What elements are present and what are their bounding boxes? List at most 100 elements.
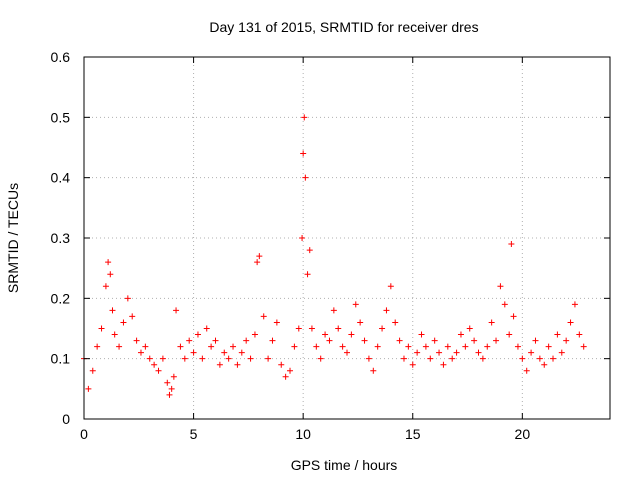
data-point	[295, 325, 302, 332]
data-point	[194, 331, 201, 338]
data-point	[98, 325, 105, 332]
data-point	[532, 337, 539, 344]
data-point	[558, 349, 565, 356]
y-tick-labels: 0 0.1 0.2 0.3 0.4 0.5 0.6	[51, 49, 71, 427]
data-point	[260, 313, 267, 320]
data-point	[370, 367, 377, 374]
data-point	[523, 367, 530, 374]
data-point	[479, 355, 486, 362]
data-point	[396, 337, 403, 344]
y-tick-label: 0.1	[51, 351, 71, 367]
data-point	[105, 259, 112, 266]
data-point	[563, 337, 570, 344]
data-point	[301, 114, 308, 121]
data-point	[170, 373, 177, 380]
data-point	[361, 337, 368, 344]
y-axis-title: SRMTID / TECUs	[5, 183, 21, 293]
data-point	[238, 349, 245, 356]
chart-title: Day 131 of 2015, SRMTID for receiver dre…	[209, 19, 478, 35]
data-point	[85, 385, 92, 392]
data-point	[545, 343, 552, 350]
data-point	[400, 355, 407, 362]
x-tick-label: 10	[295, 426, 311, 442]
y-tick-label: 0.4	[51, 170, 71, 186]
data-point	[462, 343, 469, 350]
data-point	[497, 283, 504, 290]
data-point	[444, 343, 451, 350]
data-point	[506, 331, 513, 338]
data-point	[102, 283, 109, 290]
data-point	[155, 367, 162, 374]
x-tick-label: 0	[80, 426, 88, 442]
data-point	[550, 355, 557, 362]
x-axis-title: GPS time / hours	[291, 457, 398, 473]
data-point	[436, 349, 443, 356]
data-point	[510, 313, 517, 320]
data-point	[427, 355, 434, 362]
data-point	[379, 325, 386, 332]
data-point	[317, 355, 324, 362]
data-point	[282, 373, 289, 380]
y-tick-label: 0.5	[51, 109, 71, 125]
data-point	[514, 343, 521, 350]
data-point	[567, 319, 574, 326]
data-point	[571, 301, 578, 308]
data-point	[431, 337, 438, 344]
data-points	[81, 114, 587, 398]
data-point	[326, 337, 333, 344]
data-point	[151, 361, 158, 368]
y-tick-label: 0.2	[51, 290, 71, 306]
data-point	[405, 343, 412, 350]
data-point	[94, 343, 101, 350]
data-point	[142, 343, 149, 350]
data-point	[221, 349, 228, 356]
data-point	[484, 343, 491, 350]
data-point	[168, 385, 175, 392]
data-point	[322, 331, 329, 338]
data-point	[422, 343, 429, 350]
data-point	[302, 174, 309, 181]
data-point	[247, 355, 254, 362]
data-point	[111, 331, 118, 338]
data-point	[418, 331, 425, 338]
data-point	[488, 319, 495, 326]
data-point	[186, 337, 193, 344]
data-point	[357, 319, 364, 326]
data-point	[129, 313, 136, 320]
data-point	[164, 379, 171, 386]
data-point	[339, 343, 346, 350]
x-tick-labels: 0 5 10 15 20	[80, 426, 530, 442]
data-point	[313, 343, 320, 350]
data-point	[528, 349, 535, 356]
data-point	[181, 355, 188, 362]
data-point	[166, 391, 173, 398]
data-point	[243, 337, 250, 344]
data-point	[576, 331, 583, 338]
data-point	[466, 325, 473, 332]
data-point	[414, 349, 421, 356]
data-point	[199, 355, 206, 362]
data-point	[299, 235, 306, 241]
data-point	[287, 367, 294, 374]
data-point	[335, 325, 342, 332]
data-point	[536, 355, 543, 362]
data-point	[120, 319, 127, 326]
data-point	[137, 349, 144, 356]
data-point	[392, 319, 399, 326]
data-point	[508, 241, 515, 248]
data-point	[251, 331, 258, 338]
x-tick-label: 5	[190, 426, 198, 442]
data-point	[457, 331, 464, 338]
data-point	[278, 361, 285, 368]
data-point	[348, 331, 355, 338]
data-point	[265, 355, 272, 362]
grid	[84, 57, 610, 419]
data-point	[501, 301, 508, 308]
data-point	[383, 307, 390, 314]
data-point	[580, 343, 587, 350]
data-point	[173, 307, 180, 314]
data-point	[107, 271, 114, 278]
data-point	[216, 361, 223, 368]
data-point	[440, 361, 447, 368]
